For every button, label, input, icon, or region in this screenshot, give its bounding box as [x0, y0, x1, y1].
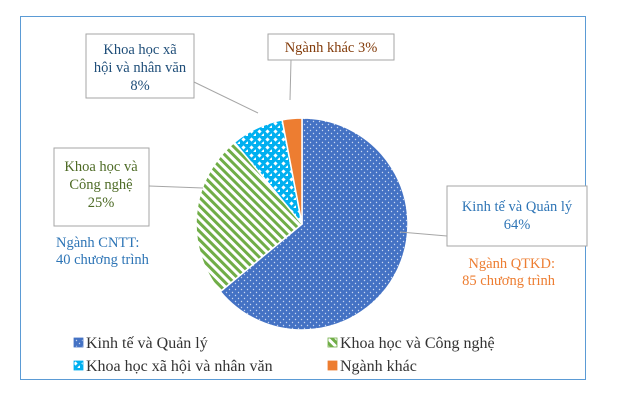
leader-line-khoa-hoc-va-cong-nghe [148, 185, 204, 189]
leader-line-nganh-khac [289, 59, 292, 101]
legend-label-khoa-hoc-xa-hoi-va-nhan-van: Khoa học xã hội và nhân văn [86, 358, 273, 375]
pie-slice-nganh-khac [281, 117, 303, 225]
data-label-khoa-hoc-xa-hoi-va-nhan-van: Khoa học xã hội và nhân văn 8% [94, 42, 187, 94]
data-label-box-nganh-khac [267, 33, 395, 61]
legend-label-nganh-khac: Ngành khác [340, 358, 417, 375]
legend-label-khoa-hoc-va-cong-nghe: Khoa học và Công nghệ [340, 335, 495, 352]
data-label-box-khoa-hoc-xa-hoi-va-nhan-van [85, 33, 195, 99]
annotation-2: Ngành QTKD: 85 chương trình [462, 256, 556, 289]
legend-swatch-nganh-khac [327, 360, 338, 371]
data-label-nganh-khac: Ngành khác 3% [285, 40, 378, 56]
data-label-box-khoa-hoc-va-cong-nghe [53, 147, 150, 227]
data-label-box-kinh-te-va-quan-ly [446, 185, 588, 247]
legend-swatch-khoa-hoc-va-cong-nghe [327, 337, 338, 348]
pie-slice-kinh-te-va-quan-ly [219, 117, 409, 331]
legend-label-kinh-te-va-quan-ly: Kinh tế và Quản lý [86, 335, 208, 352]
data-label-khoa-hoc-va-cong-nghe: Khoa học và Công nghệ 25% [64, 159, 138, 211]
annotation-1: Ngành CNTT: 40 chương trình [56, 235, 150, 268]
pie-slice-khoa-hoc-va-cong-nghe [195, 141, 304, 293]
data-label-kinh-te-va-quan-ly: Kinh tế và Quản lý 64% [462, 199, 573, 233]
legend-swatch-kinh-te-va-quan-ly [73, 337, 84, 348]
leader-line-khoa-hoc-xa-hoi-va-nhan-van [193, 81, 259, 114]
legend-swatch-khoa-hoc-xa-hoi-va-nhan-van [73, 360, 84, 371]
leader-line-kinh-te-va-quan-ly [399, 231, 448, 237]
